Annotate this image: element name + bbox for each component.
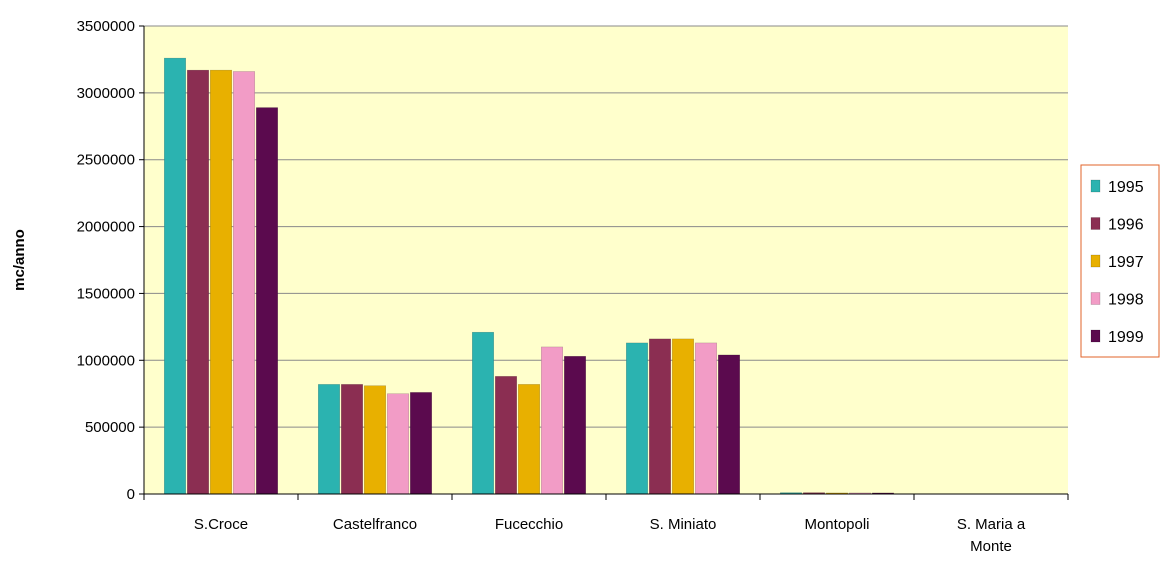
x-tick-label: Castelfranco	[333, 516, 417, 533]
bar	[187, 69, 209, 495]
bar	[672, 338, 694, 495]
legend-swatch	[1090, 292, 1101, 305]
bar	[341, 384, 363, 495]
bar	[695, 342, 717, 495]
legend-label: 1997	[1108, 254, 1144, 271]
y-axis-title: mc/anno	[11, 229, 28, 291]
legend-swatch	[1090, 254, 1101, 268]
bar	[387, 393, 409, 495]
legend-label: 1995	[1108, 179, 1144, 196]
bar	[410, 392, 432, 495]
y-tick-label: 0	[127, 486, 135, 503]
bars	[164, 57, 894, 495]
y-tick-label: 3000000	[77, 85, 135, 102]
bar	[649, 338, 671, 495]
bar	[233, 71, 255, 495]
x-tick-label: S. Maria a	[957, 516, 1026, 533]
x-tick-label: Montopoli	[804, 516, 869, 533]
legend-swatch	[1090, 329, 1101, 343]
bar	[472, 331, 494, 495]
x-tick-label: S.Croce	[194, 516, 248, 533]
x-ticks: S.Croce Castelfranco Fucecchio S. Miniato Mo…	[143, 494, 1069, 555]
bar	[718, 354, 740, 495]
bar	[564, 356, 586, 495]
legend: 1995 1996 1997 1998 1999	[1090, 179, 1144, 346]
y-tick-label: 2500000	[77, 152, 135, 169]
y-tick-label: 500000	[85, 419, 135, 436]
y-ticks: 0 500000 1000000 1500000 2000000 2500000 30000…	[77, 18, 144, 503]
plot-area	[144, 26, 1068, 494]
bar	[626, 342, 648, 495]
y-tick-label: 1500000	[77, 285, 135, 302]
legend-swatch	[1090, 179, 1101, 193]
bar	[364, 385, 386, 495]
bar	[541, 346, 563, 495]
legend-label: 1999	[1108, 329, 1144, 346]
x-tick-label: Monte	[970, 538, 1012, 555]
x-tick-label: S. Miniato	[650, 516, 717, 533]
y-tick-label: 1000000	[77, 352, 135, 369]
bar	[518, 384, 540, 495]
bar	[318, 384, 340, 495]
bar	[256, 107, 278, 495]
legend-label: 1998	[1108, 292, 1144, 309]
y-tick-label: 3500000	[77, 18, 135, 35]
legend-swatch	[1090, 217, 1101, 230]
y-tick-label: 2000000	[77, 219, 135, 236]
gridlines	[144, 25, 1068, 428]
bar	[210, 69, 232, 495]
legend-label: 1996	[1108, 217, 1144, 234]
x-tick-label: Fucecchio	[495, 516, 563, 533]
bar	[495, 376, 517, 495]
bar	[164, 57, 186, 495]
